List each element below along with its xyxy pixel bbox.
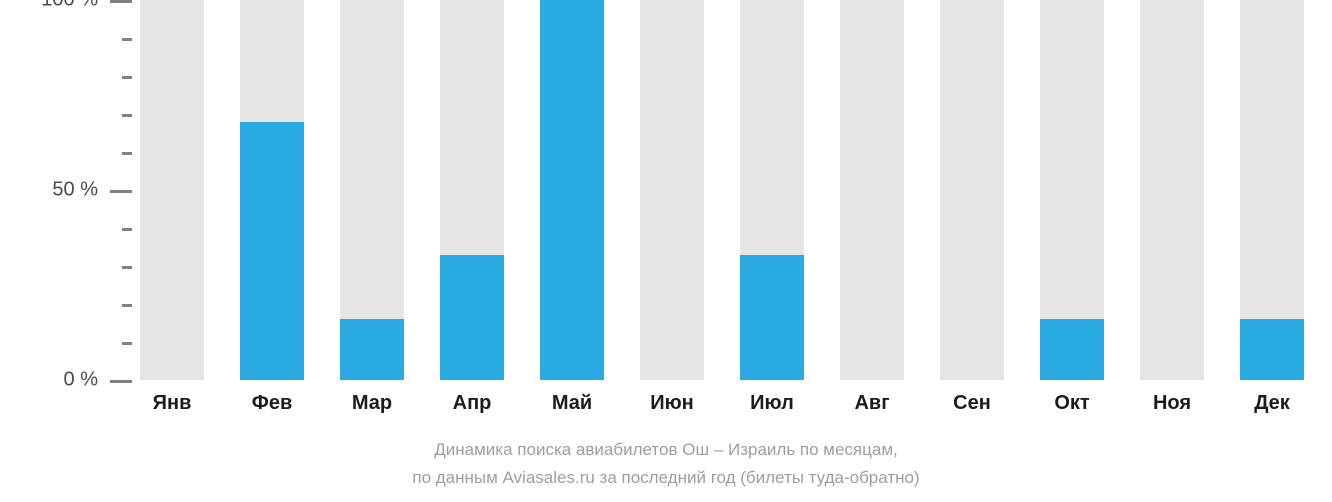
xtick-label: Янв: [153, 392, 192, 415]
ytick-minor: [122, 266, 132, 269]
xtick-label: Авг: [854, 392, 889, 415]
xtick-label: Ноя: [1153, 392, 1191, 415]
plot-area: [132, 0, 1324, 380]
caption-line: по данным Aviasales.ru за последний год …: [0, 468, 1332, 488]
bar-fg: [740, 255, 804, 380]
ytick-major: [110, 0, 132, 3]
bar-fg: [1240, 319, 1304, 380]
ytick-major: [110, 380, 132, 383]
bar-fg: [440, 255, 504, 380]
bar-fg: [1040, 319, 1104, 380]
ytick-minor: [122, 38, 132, 41]
ytick-label: 0 %: [0, 369, 98, 392]
ytick-minor: [122, 228, 132, 231]
search-dynamics-chart: 0 % 50 % 100 % Янв Фев Мар Апр Май Июн Июл Авг Сен…: [0, 0, 1332, 502]
xtick-label: Мар: [352, 392, 392, 415]
bar-fg: [240, 122, 304, 380]
ytick-minor: [122, 152, 132, 155]
bar-bg: [1140, 0, 1204, 380]
ytick-minor: [122, 76, 132, 79]
ytick-label: 50 %: [0, 179, 98, 202]
bar-bg: [140, 0, 204, 380]
bar-bg: [840, 0, 904, 380]
xtick-label: Сен: [953, 392, 991, 415]
xtick-label: Июл: [750, 392, 794, 415]
xtick-label: Апр: [453, 392, 492, 415]
bar-bg: [940, 0, 1004, 380]
ytick-minor: [122, 304, 132, 307]
xtick-label: Фев: [252, 392, 293, 415]
xtick-label: Май: [552, 392, 592, 415]
bar-fg: [540, 0, 604, 380]
ytick-major: [110, 190, 132, 193]
ytick-minor: [122, 342, 132, 345]
caption-line: Динамика поиска авиабилетов Ош – Израиль…: [0, 440, 1332, 460]
xtick-label: Дек: [1254, 392, 1290, 415]
xtick-label: Июн: [650, 392, 694, 415]
bar-bg: [640, 0, 704, 380]
ytick-minor: [122, 114, 132, 117]
xtick-label: Окт: [1054, 392, 1089, 415]
ytick-label: 100 %: [0, 0, 98, 12]
bar-fg: [340, 319, 404, 380]
